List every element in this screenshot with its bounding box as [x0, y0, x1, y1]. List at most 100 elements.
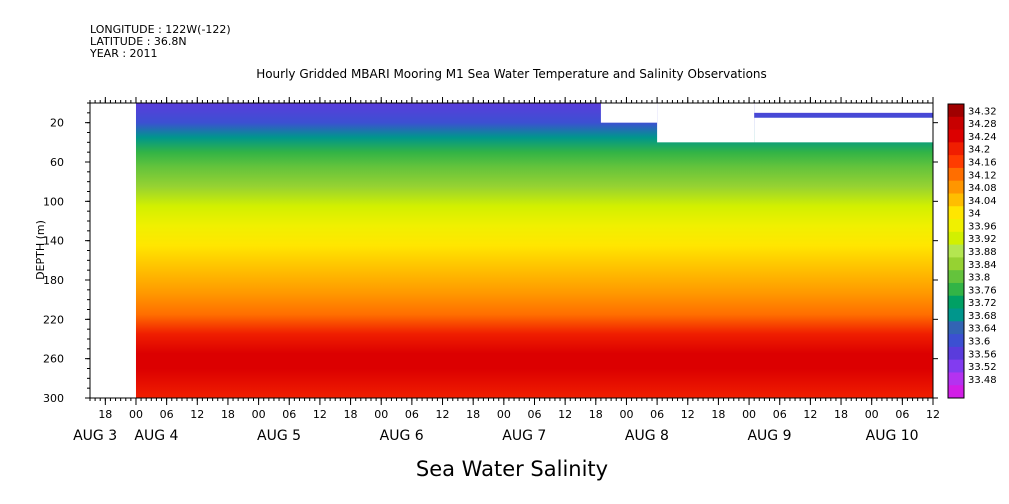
colorbar-swatch — [948, 219, 964, 233]
colorbar-swatch — [948, 270, 964, 284]
y-tick-label: 100 — [43, 195, 64, 208]
x-tick-label: 06 — [405, 408, 419, 421]
y-tick-label: 180 — [43, 274, 64, 287]
colorbar-label: 33.76 — [968, 285, 997, 296]
colorbar-swatch — [948, 231, 964, 246]
colorbar-swatch — [948, 308, 964, 322]
x-date-label: AUG 3 — [73, 428, 117, 444]
colorbar-label: 34.08 — [968, 183, 997, 194]
colorbar-swatch — [948, 244, 964, 258]
colorbar-swatch — [948, 372, 964, 386]
x-date-label: AUG 7 — [502, 428, 546, 444]
y-tick-label: 220 — [43, 313, 64, 326]
x-tick-label: 00 — [742, 408, 756, 421]
x-date-label: AUG 9 — [747, 428, 791, 444]
colorbar-label: 33.48 — [968, 375, 997, 386]
colorbar-label: 34.12 — [968, 170, 997, 181]
colorbar-swatch — [948, 334, 964, 348]
colorbar-label: 33.72 — [968, 298, 997, 309]
x-tick-label: 00 — [129, 408, 143, 421]
colorbar-label: 33.56 — [968, 349, 997, 360]
colorbar-swatch — [948, 116, 964, 131]
colorbar-swatch — [948, 104, 964, 118]
colorbar-swatch — [948, 257, 964, 271]
y-tick-label: 140 — [43, 235, 64, 248]
x-tick-label: 12 — [681, 408, 695, 421]
colorbar-label: 33.96 — [968, 221, 997, 232]
colorbar-label: 34 — [968, 209, 981, 220]
heatmap-area — [90, 103, 933, 398]
colorbar-swatch — [948, 282, 964, 297]
colorbar-swatch — [948, 193, 964, 207]
colorbar-label: 33.64 — [968, 324, 997, 335]
salinity-field — [135, 103, 933, 398]
colorbar-label: 34.04 — [968, 196, 997, 207]
missing-data-gap — [754, 103, 933, 113]
x-tick-label: 12 — [436, 408, 450, 421]
colorbar-swatch — [948, 206, 964, 220]
colorbar-label: 33.6 — [968, 336, 990, 347]
colorbar-swatch — [948, 142, 964, 156]
missing-data-gap — [657, 103, 755, 143]
colorbar-swatch — [948, 155, 964, 169]
missing-data-gap — [600, 103, 658, 123]
x-date-label: AUG 4 — [134, 428, 178, 444]
colorbar-swatch — [948, 385, 964, 399]
colorbar-swatch — [948, 321, 964, 335]
missing-data-gap — [754, 117, 933, 143]
x-date-label: AUG 5 — [257, 428, 301, 444]
colorbar-label: 34.2 — [968, 145, 990, 156]
colorbar-label: 33.68 — [968, 311, 997, 322]
x-tick-label: 00 — [252, 408, 266, 421]
x-tick-label: 06 — [527, 408, 541, 421]
longitude-label: LONGITUDE : 122W(-122) — [90, 23, 231, 36]
colorbar-label: 33.92 — [968, 234, 997, 245]
x-tick-label: 12 — [558, 408, 572, 421]
colorbar-label: 34.28 — [968, 119, 997, 130]
chart-title: Hourly Gridded MBARI Mooring M1 Sea Wate… — [256, 67, 767, 81]
year-label: YEAR : 2011 — [90, 47, 158, 60]
colorbar-swatch — [948, 129, 964, 143]
colorbar-label: 34.32 — [968, 106, 997, 117]
colorbar-swatch — [948, 167, 964, 182]
x-tick-label: 18 — [466, 408, 480, 421]
axes: 20 60 100 140 180 220 260 300 18 00 06 12 18 00 06 12 18… — [43, 97, 940, 444]
x-axis-label: Sea Water Salinity — [416, 457, 608, 481]
x-tick-label: 06 — [282, 408, 296, 421]
colorbar-label: 34.16 — [968, 158, 997, 169]
colorbar-label: 34.24 — [968, 132, 997, 143]
x-date-label: AUG 10 — [866, 428, 919, 444]
colorbar-swatch — [948, 359, 964, 373]
x-tick-label: 00 — [374, 408, 388, 421]
colorbar-label: 33.8 — [968, 273, 990, 284]
x-tick-label: 18 — [589, 408, 603, 421]
latitude-label: LATITUDE : 36.8N — [90, 35, 187, 48]
x-date-label: AUG 6 — [380, 428, 424, 444]
x-tick-label: 12 — [803, 408, 817, 421]
x-tick-label: 06 — [160, 408, 174, 421]
x-tick-label: 18 — [98, 408, 112, 421]
x-tick-label: 00 — [619, 408, 633, 421]
x-tick-label: 06 — [650, 408, 664, 421]
x-tick-label: 18 — [221, 408, 235, 421]
x-tick-label: 00 — [497, 408, 511, 421]
colorbar-swatch — [948, 180, 964, 194]
y-tick-label: 20 — [50, 117, 64, 130]
y-tick-label: 60 — [50, 156, 64, 169]
y-tick-label: 300 — [43, 392, 64, 405]
x-tick-label: 18 — [711, 408, 725, 421]
colorbar-label: 33.52 — [968, 362, 997, 373]
colorbar-label: 33.84 — [968, 260, 997, 271]
x-tick-label: 06 — [895, 408, 909, 421]
x-tick-label: 12 — [926, 408, 940, 421]
location-metadata: LONGITUDE : 122W(-122) LATITUDE : 36.8N … — [90, 24, 231, 60]
colorbar-swatch — [948, 295, 964, 310]
y-tick-label: 260 — [43, 353, 64, 366]
x-tick-label: 12 — [190, 408, 204, 421]
x-tick-label: 00 — [865, 408, 879, 421]
colorbar-label: 33.88 — [968, 247, 997, 258]
colorbar-swatch — [948, 346, 964, 361]
x-tick-label: 12 — [313, 408, 327, 421]
